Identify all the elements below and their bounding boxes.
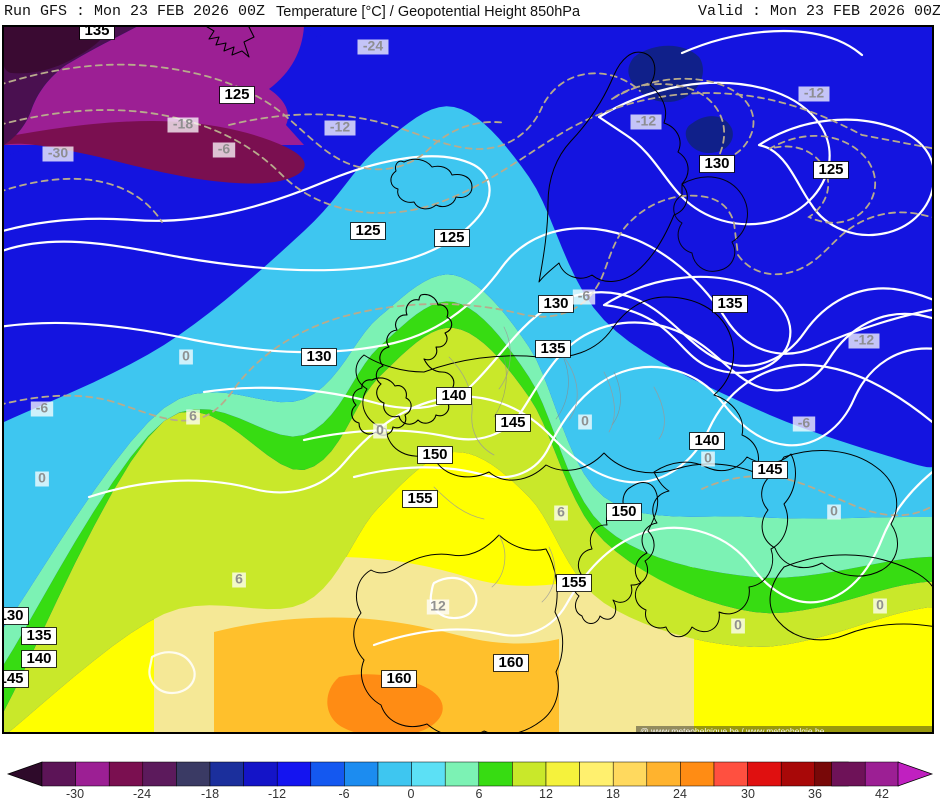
svg-text:0: 0 (376, 422, 384, 438)
svg-text:135: 135 (540, 340, 565, 357)
svg-text:36: 36 (808, 787, 822, 800)
svg-text:-12: -12 (268, 787, 286, 800)
svg-text:140: 140 (26, 650, 51, 667)
svg-text:6: 6 (476, 787, 483, 800)
svg-text:30: 30 (741, 787, 755, 800)
svg-text:6: 6 (189, 408, 197, 424)
svg-text:140: 140 (441, 387, 466, 404)
svg-text:-24: -24 (133, 787, 151, 800)
svg-text:140: 140 (694, 432, 719, 449)
svg-text:135: 135 (84, 27, 109, 39)
svg-text:-6: -6 (218, 141, 231, 157)
svg-text:-6: -6 (36, 400, 49, 416)
svg-text:130: 130 (704, 155, 729, 172)
svg-text:18: 18 (606, 787, 620, 800)
svg-text:145: 145 (4, 670, 24, 687)
svg-text:-12: -12 (330, 119, 350, 135)
svg-text:6: 6 (235, 571, 243, 587)
svg-text:150: 150 (422, 446, 447, 463)
svg-text:145: 145 (500, 414, 525, 431)
svg-text:130: 130 (306, 348, 331, 365)
svg-text:160: 160 (498, 654, 523, 671)
svg-text:-18: -18 (173, 116, 193, 132)
svg-text:12: 12 (430, 598, 446, 614)
svg-text:160: 160 (386, 670, 411, 687)
svg-text:125: 125 (439, 229, 464, 246)
svg-text:-30: -30 (48, 145, 68, 161)
svg-text:0: 0 (830, 503, 838, 519)
svg-text:6: 6 (557, 504, 565, 520)
svg-text:-6: -6 (798, 415, 811, 431)
svg-text:125: 125 (224, 86, 249, 103)
svg-text:24: 24 (673, 787, 687, 800)
svg-text:12: 12 (539, 787, 553, 800)
svg-text:@ www.meteobelgique.be / www: @ www.meteobelgique.be / www.meteobelgie… (640, 726, 825, 734)
svg-text:0: 0 (408, 787, 415, 800)
svg-text:-24: -24 (363, 38, 383, 54)
svg-text:0: 0 (182, 348, 190, 364)
svg-text:0: 0 (581, 413, 589, 429)
svg-text:-12: -12 (804, 85, 824, 101)
svg-text:-12: -12 (636, 113, 656, 129)
svg-text:125: 125 (355, 222, 380, 239)
svg-text:42: 42 (875, 787, 889, 800)
svg-text:-12: -12 (854, 332, 874, 348)
svg-text:155: 155 (561, 574, 586, 591)
svg-text:0: 0 (876, 597, 884, 613)
svg-text:-6: -6 (578, 288, 591, 304)
svg-text:0: 0 (38, 470, 46, 486)
svg-text:0: 0 (734, 617, 742, 633)
svg-text:135: 135 (717, 295, 742, 312)
svg-text:125: 125 (818, 161, 843, 178)
svg-text:0: 0 (704, 450, 712, 466)
svg-text:135: 135 (26, 627, 51, 644)
svg-text:-6: -6 (338, 787, 349, 800)
svg-text:-18: -18 (201, 787, 219, 800)
svg-text:-30: -30 (66, 787, 84, 800)
svg-text:155: 155 (407, 490, 432, 507)
svg-text:130: 130 (543, 295, 568, 312)
svg-text:150: 150 (611, 503, 636, 520)
svg-text:145: 145 (757, 461, 782, 478)
svg-text:130: 130 (4, 607, 24, 624)
